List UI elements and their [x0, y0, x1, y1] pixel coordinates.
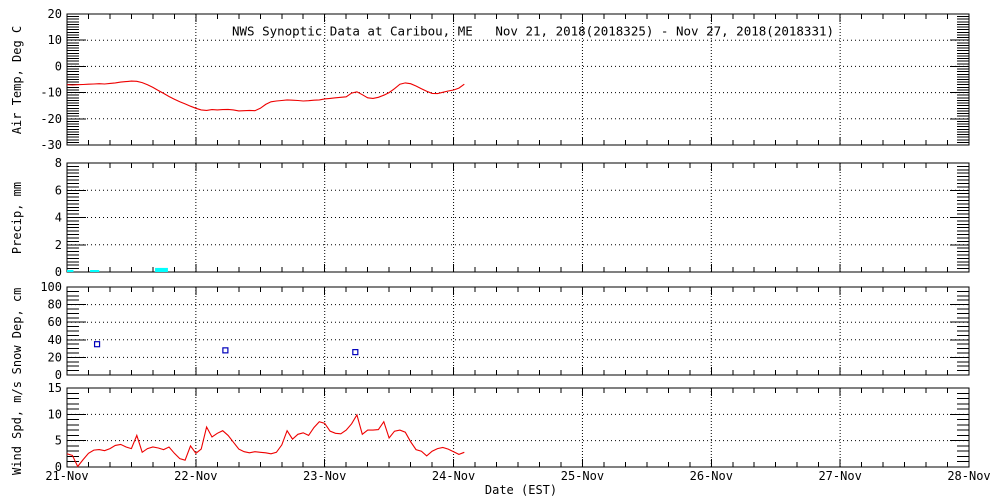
x-tick-label: 23-Nov — [303, 469, 346, 483]
y-axis-label-wind-speed: Wind Spd, m/s — [10, 381, 24, 475]
x-tick-label: 25-Nov — [561, 469, 604, 483]
y-tick-label: 20 — [48, 350, 62, 364]
y-tick-label: 5 — [55, 434, 62, 448]
x-axis-label: Date (EST) — [484, 483, 558, 497]
y-tick-label: 80 — [48, 298, 62, 312]
y-tick-label: -30 — [40, 138, 62, 152]
precip-bar — [67, 269, 74, 272]
y-tick-label: 4 — [55, 211, 62, 225]
x-tick-label: 22-Nov — [174, 469, 217, 483]
precip-bar — [155, 267, 168, 272]
panel-frame — [66, 162, 970, 273]
panel-frame — [66, 13, 970, 146]
y-tick-label: 10 — [48, 407, 62, 421]
y-axis-label-precip: Precip, mm — [10, 181, 24, 255]
chart-title: NWS Synoptic Data at Caribou, ME Nov 21,… — [231, 23, 835, 39]
y-tick-label: 6 — [55, 183, 62, 197]
panel-frame — [66, 286, 970, 376]
y-tick-label: -10 — [40, 86, 62, 100]
panel-frame — [66, 387, 970, 468]
y-tick-label: 8 — [55, 156, 62, 170]
y-tick-label: 40 — [48, 333, 62, 347]
y-tick-label: 0 — [55, 265, 62, 279]
y-tick-label: 0 — [55, 59, 62, 73]
y-tick-label: 0 — [55, 368, 62, 382]
y-axis-label-snow-depth: Snow Dep, cm — [10, 287, 24, 375]
air-temp-line — [66, 80, 465, 112]
x-tick-label: 21-Nov — [45, 469, 88, 483]
y-tick-label: 0 — [55, 460, 62, 474]
y-tick-label: 2 — [55, 238, 62, 252]
x-tick-label: 26-Nov — [690, 469, 733, 483]
precip-bar — [90, 270, 100, 272]
y-tick-label: -20 — [40, 112, 62, 126]
snow-depth-marker — [352, 349, 359, 356]
wind-speed-line — [66, 413, 465, 468]
y-tick-label: 20 — [48, 7, 62, 21]
x-tick-label: 24-Nov — [432, 469, 475, 483]
x-tick-label: 27-Nov — [818, 469, 861, 483]
x-tick-label: 28-Nov — [947, 469, 990, 483]
y-tick-label: 10 — [48, 33, 62, 47]
snow-depth-marker — [93, 341, 101, 348]
y-tick-label: 15 — [48, 381, 62, 395]
y-tick-label: 60 — [48, 315, 62, 329]
snow-depth-marker — [222, 347, 229, 354]
y-axis-label-air-temp: Air Temp, Deg C — [10, 25, 24, 135]
y-tick-label: 100 — [40, 280, 62, 294]
